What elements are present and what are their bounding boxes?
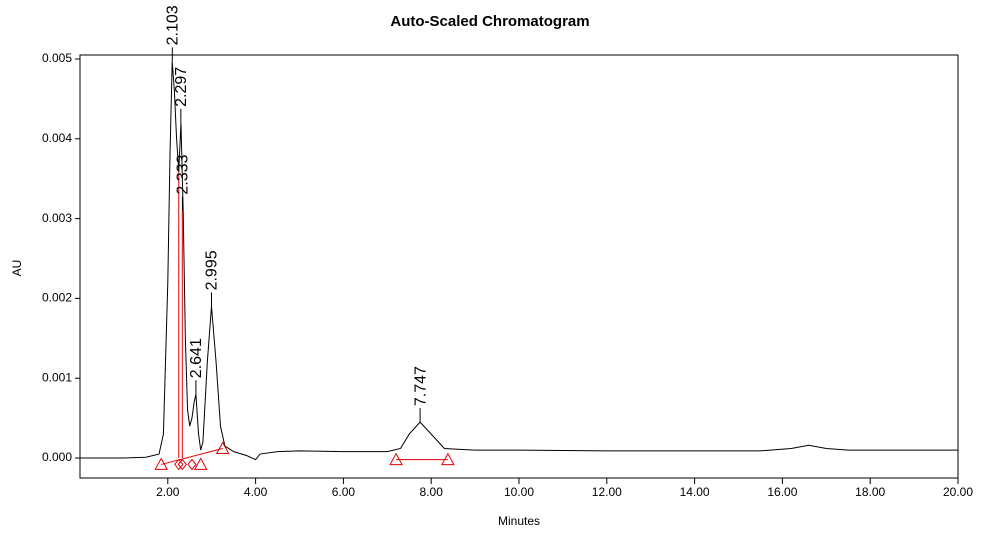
integration-triangle — [193, 457, 208, 470]
peak-label: 2.297 — [173, 67, 190, 107]
integration-diamond — [174, 458, 184, 471]
y-tick-label: 0.003 — [42, 211, 72, 225]
integration-triangle — [215, 441, 230, 454]
peak-label: 2.333 — [175, 154, 192, 194]
x-tick-label: 6.00 — [332, 485, 356, 499]
peak-label: 2.641 — [188, 338, 205, 378]
peak-label: 2.995 — [204, 250, 221, 290]
integration-diamond — [177, 458, 187, 471]
x-tick-label: 16.00 — [767, 485, 797, 499]
y-tick-label: 0.004 — [42, 131, 72, 145]
integration-triangle — [441, 452, 455, 466]
y-tick-label: 0.000 — [42, 450, 72, 464]
x-tick-label: 18.00 — [855, 485, 885, 499]
integration-triangle — [389, 452, 403, 466]
integration-triangle — [154, 457, 169, 470]
chart-title: Auto-Scaled Chromatogram — [390, 13, 589, 30]
baseline — [161, 447, 223, 465]
y-tick-label: 0.001 — [42, 370, 72, 384]
peak-label: 2.103 — [165, 5, 182, 45]
y-tick-label: 0.005 — [42, 51, 72, 65]
trace-line — [80, 61, 958, 461]
y-tick-label: 0.002 — [42, 291, 72, 305]
integration-diamond — [187, 458, 197, 471]
x-axis-label: Minutes — [498, 514, 540, 528]
y-axis-label: AU — [10, 260, 24, 277]
x-tick-label: 14.00 — [680, 485, 710, 499]
x-tick-label: 10.00 — [504, 485, 534, 499]
x-tick-label: 12.00 — [592, 485, 622, 499]
x-tick-label: 20.00 — [943, 485, 973, 499]
peak-label: 7.747 — [412, 366, 429, 406]
x-tick-label: 2.00 — [156, 485, 180, 499]
x-tick-label: 4.00 — [244, 485, 268, 499]
x-tick-label: 8.00 — [420, 485, 444, 499]
